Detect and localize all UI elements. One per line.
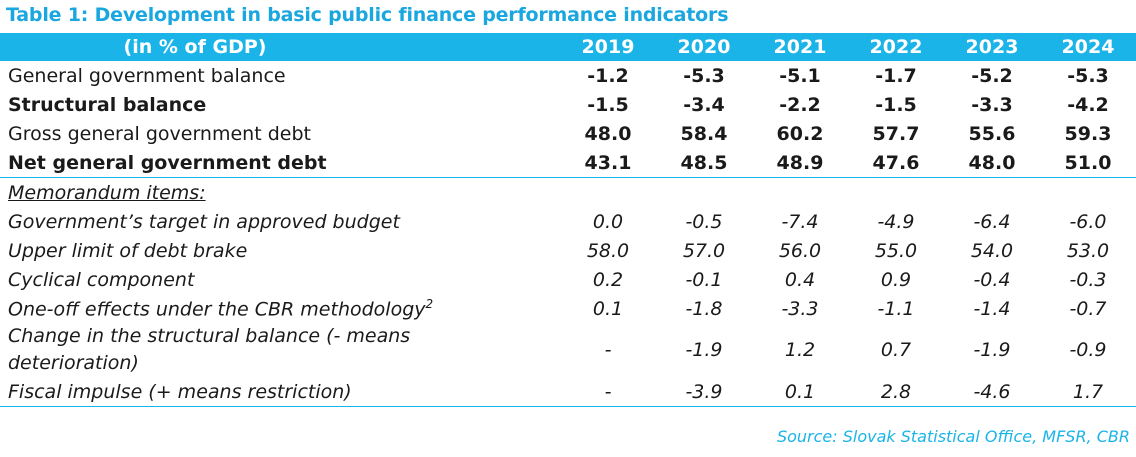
table-cell: 56.0 <box>778 239 822 262</box>
table-cell: 0.1 <box>592 297 624 320</box>
table-cell: -5.3 <box>683 64 725 87</box>
table-cell: -4.2 <box>1067 93 1109 116</box>
table-cell: -0.7 <box>1069 297 1107 320</box>
table-cell: -3.3 <box>971 93 1013 116</box>
table-row: Net general government debt 43.1 48.5 48… <box>0 148 1136 178</box>
table-cell: -5.1 <box>779 64 821 87</box>
table-cell: -3.3 <box>781 297 819 320</box>
footnote-marker: 2 <box>425 296 434 311</box>
table-cell: -1.4 <box>973 297 1011 320</box>
table-cell: 47.6 <box>872 151 920 174</box>
table-cell: -1.7 <box>875 64 917 87</box>
table-cell: 0.2 <box>592 268 624 291</box>
table-cell: 48.9 <box>776 151 824 174</box>
row-label: Government’s target in approved budget <box>8 210 400 233</box>
row-label: General government balance <box>8 64 286 87</box>
table-cell: -1.9 <box>685 339 723 361</box>
year-header: 2022 <box>869 36 923 58</box>
table-cell: -1.9 <box>973 339 1011 361</box>
table-cell: -0.4 <box>973 268 1011 291</box>
table-cell: -0.9 <box>1069 339 1107 361</box>
table-cell: -5.3 <box>1067 64 1109 87</box>
table-cell: -1.5 <box>587 93 629 116</box>
table-cell: -6.0 <box>1069 210 1107 233</box>
row-label: Structural balance <box>8 93 207 116</box>
row-label: Change in the structural balance (- mean… <box>8 325 411 374</box>
year-header: 2021 <box>773 36 827 58</box>
table-cell: - <box>560 377 656 407</box>
table-row: General government balance -1.2 -5.3 -5.… <box>0 61 1136 90</box>
table-title: Table 1: Development in basic public fin… <box>6 4 729 26</box>
table-cell: -1.2 <box>587 64 629 87</box>
table-cell: 55.6 <box>968 122 1016 145</box>
table-row: Cyclical component 0.2 -0.1 0.4 0.9 -0.4… <box>0 265 1136 294</box>
table-row: Structural balance -1.5 -3.4 -2.2 -1.5 -… <box>0 90 1136 119</box>
row-label: Fiscal impulse (+ means restriction) <box>0 377 560 407</box>
table-cell: -0.1 <box>685 268 723 291</box>
year-header: 2023 <box>965 36 1019 58</box>
memo-heading-row: Memorandum items: <box>0 177 1136 207</box>
table-cell: 58.4 <box>680 122 728 145</box>
table-cell: 1.7 <box>1040 377 1136 407</box>
table-cell: 57.7 <box>872 122 920 145</box>
row-label: One-off effects under the CBR methodolog… <box>0 294 560 323</box>
table-cell: 43.1 <box>584 151 632 174</box>
table-cell: 0.7 <box>880 339 912 361</box>
table-cell: -3.4 <box>683 93 725 116</box>
row-label: Cyclical component <box>8 268 195 291</box>
table-row: One-off effects under the CBR methodolog… <box>0 294 1136 323</box>
table-cell: 0.1 <box>752 377 848 407</box>
table-cell: 54.0 <box>970 239 1014 262</box>
year-header: 2024 <box>1061 36 1115 58</box>
table-cell: -1.1 <box>877 297 915 320</box>
table-cell: 0.9 <box>880 268 912 291</box>
table-cell: - <box>604 339 612 361</box>
table-row: Government’s target in approved budget 0… <box>0 207 1136 236</box>
table-cell: -4.9 <box>877 210 915 233</box>
table-cell: -3.9 <box>656 377 752 407</box>
row-label: Net general government debt <box>8 151 327 174</box>
table-cell: 58.0 <box>586 239 630 262</box>
table-cell: 59.3 <box>1064 122 1112 145</box>
table-cell: -1.5 <box>875 93 917 116</box>
table-cell: -5.2 <box>971 64 1013 87</box>
table-cell: 60.2 <box>776 122 824 145</box>
table-cell: 0.0 <box>592 210 624 233</box>
row-label-text: One-off effects under the CBR methodolog… <box>8 298 426 321</box>
indicators-table: (in % of GDP) 2019 2020 2021 2022 2023 2… <box>0 33 1136 407</box>
table-row: Fiscal impulse (+ means restriction) - -… <box>0 377 1136 407</box>
year-header: 2020 <box>677 36 731 58</box>
table-cell: -2.2 <box>779 93 821 116</box>
table-cell: 48.0 <box>584 122 632 145</box>
source-note: Source: Slovak Statistical Office, MFSR,… <box>776 427 1130 446</box>
table-cell: 55.0 <box>874 239 918 262</box>
table-cell: 0.4 <box>784 268 816 291</box>
table-cell: -7.4 <box>781 210 819 233</box>
table-cell: 1.2 <box>784 339 816 361</box>
table-row: Upper limit of debt brake 58.0 57.0 56.0… <box>0 236 1136 265</box>
row-label: Gross general government debt <box>8 122 311 145</box>
table-cell: 2.8 <box>848 377 944 407</box>
table-row: Gross general government debt 48.0 58.4 … <box>0 119 1136 148</box>
table-cell: -4.6 <box>944 377 1040 407</box>
table-row: Change in the structural balance (- mean… <box>0 323 1136 377</box>
table-cell: 53.0 <box>1066 239 1110 262</box>
table-cell: 48.0 <box>968 151 1016 174</box>
table-cell: 48.5 <box>680 151 728 174</box>
table-cell: 57.0 <box>682 239 726 262</box>
memo-heading: Memorandum items: <box>8 181 206 204</box>
table-cell: -6.4 <box>973 210 1011 233</box>
table-cell: -1.8 <box>685 297 723 320</box>
header-row: (in % of GDP) 2019 2020 2021 2022 2023 2… <box>0 33 1136 61</box>
table-cell: 51.0 <box>1064 151 1112 174</box>
table-cell: -0.5 <box>685 210 723 233</box>
table-cell: -0.3 <box>1069 268 1107 291</box>
row-label: Upper limit of debt brake <box>8 239 248 262</box>
year-header: 2019 <box>581 36 635 58</box>
unit-header: (in % of GDP) <box>123 36 267 58</box>
